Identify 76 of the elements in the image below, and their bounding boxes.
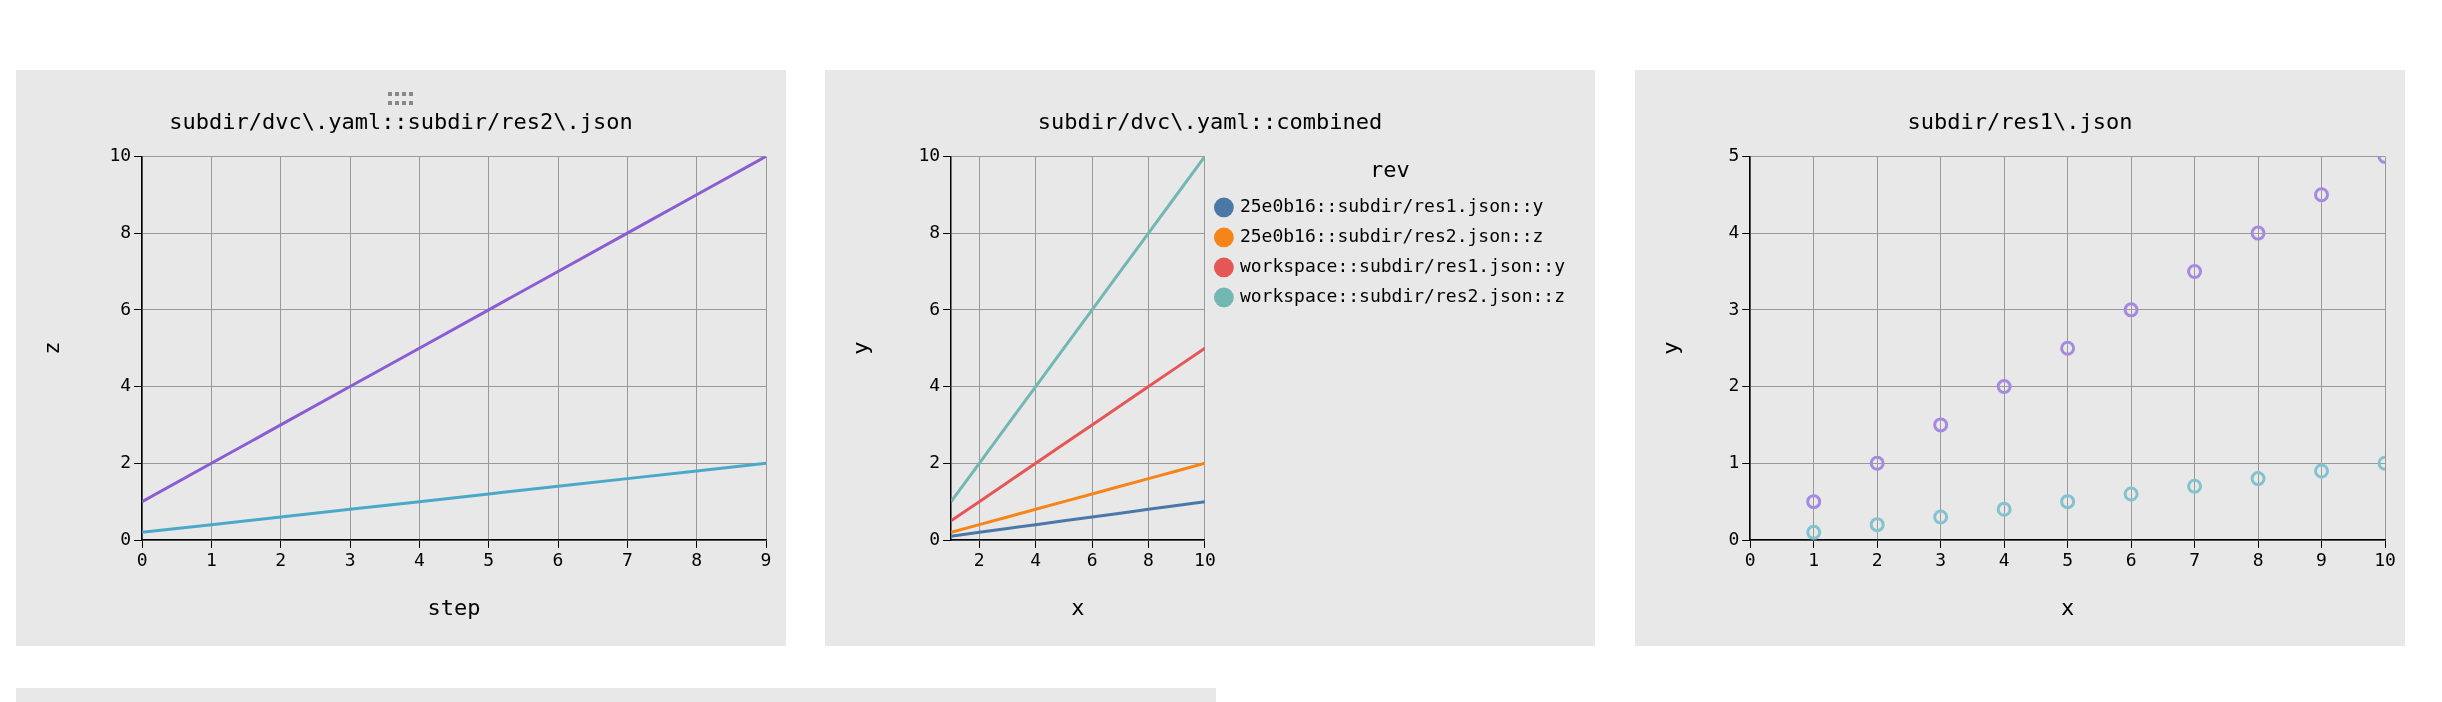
- y-tick-label: 10: [109, 144, 132, 166]
- y-tick-label: 2: [120, 450, 132, 472]
- point: [1996, 379, 2012, 395]
- x-tick-label: 8: [1143, 549, 1154, 571]
- y-tick-label: 10: [918, 144, 941, 166]
- x-tick-label: 0: [1744, 549, 1756, 571]
- x-tick-label: 9: [2316, 549, 2327, 571]
- legend-label: 25e0b16::subdir/res1.json::y: [1239, 195, 1544, 217]
- x-tick-label: 8: [691, 549, 703, 571]
- y-tick-label: 1: [1728, 450, 1740, 472]
- point: [2250, 471, 2266, 487]
- point: [1933, 509, 1949, 525]
- y-tick-label: 0: [120, 527, 132, 549]
- legend-label: workspace::subdir/res1.json::y: [1239, 255, 1566, 277]
- x-tick-label: 10: [2374, 549, 2396, 571]
- x-tick-label: 1: [205, 549, 217, 571]
- point: [1933, 417, 1949, 433]
- x-tick-label: 7: [2189, 549, 2200, 571]
- y-tick-label: 5: [1728, 144, 1740, 166]
- point: [1806, 524, 1822, 540]
- y-tick-label: 2: [929, 450, 941, 472]
- y-tick-label: 3: [1728, 297, 1740, 319]
- point: [2123, 302, 2139, 318]
- x-tick-label: 5: [2062, 549, 2074, 571]
- x-tick-label: 4: [1998, 549, 2010, 571]
- y-axis-title: z: [38, 341, 64, 355]
- y-tick-label: 8: [929, 220, 941, 242]
- y-tick-label: 2: [1728, 374, 1740, 396]
- x-axis-title: x: [2060, 594, 2075, 620]
- x-tick-label: 3: [344, 549, 356, 571]
- legend-label: workspace::subdir/res2.json::z: [1239, 285, 1565, 307]
- y-axis-title: y: [847, 341, 873, 355]
- x-tick-label: 7: [621, 549, 633, 571]
- x-tick-label: 10: [1194, 549, 1216, 571]
- y-axis-title: y: [1657, 341, 1683, 355]
- point: [2314, 463, 2330, 479]
- x-tick-label: 6: [1086, 549, 1098, 571]
- point: [1996, 501, 2012, 517]
- point: [2250, 225, 2266, 241]
- point: [2314, 187, 2330, 203]
- x-tick-label: 6: [2125, 549, 2137, 571]
- y-tick-label: 0: [1728, 527, 1740, 549]
- chart-title: subdir/res1\.json: [1907, 108, 2133, 134]
- x-tick-label: 0: [136, 549, 148, 571]
- y-tick-label: 4: [929, 374, 941, 396]
- x-axis-title: x: [1071, 594, 1085, 620]
- x-tick-label: 3: [1935, 549, 1947, 571]
- y-tick-label: 6: [929, 297, 941, 319]
- point: [2123, 486, 2139, 502]
- x-tick-label: 4: [1030, 549, 1042, 571]
- point: [2187, 478, 2203, 494]
- x-tick-label: 2: [973, 549, 985, 571]
- legend-title: rev: [1370, 156, 1410, 182]
- y-tick-label: 0: [929, 527, 941, 549]
- x-tick-label: 6: [552, 549, 564, 571]
- x-tick-label: 2: [275, 549, 287, 571]
- x-axis-title: step: [427, 594, 481, 620]
- y-tick-label: 8: [120, 220, 132, 242]
- x-tick-label: 9: [760, 549, 772, 571]
- x-tick-label: 5: [483, 549, 495, 571]
- x-tick-label: 8: [2252, 549, 2264, 571]
- point: [1806, 494, 1822, 510]
- x-tick-label: 2: [1871, 549, 1883, 571]
- x-tick-label: 4: [413, 549, 425, 571]
- y-tick-label: 4: [120, 374, 132, 396]
- y-tick-label: 6: [120, 297, 132, 319]
- chart-title: subdir/dvc\.yaml::combined: [1037, 108, 1383, 134]
- point: [1869, 455, 1885, 471]
- x-tick-label: 1: [1808, 549, 1820, 571]
- point: [2187, 263, 2203, 279]
- chart-title: subdir/dvc\.yaml::subdir/res2\.json: [169, 108, 633, 134]
- point: [2060, 494, 2076, 510]
- point: [2060, 340, 2076, 356]
- y-tick-label: 4: [1728, 220, 1740, 242]
- point: [1869, 517, 1885, 533]
- legend-label: 25e0b16::subdir/res2.json::z: [1239, 225, 1544, 247]
